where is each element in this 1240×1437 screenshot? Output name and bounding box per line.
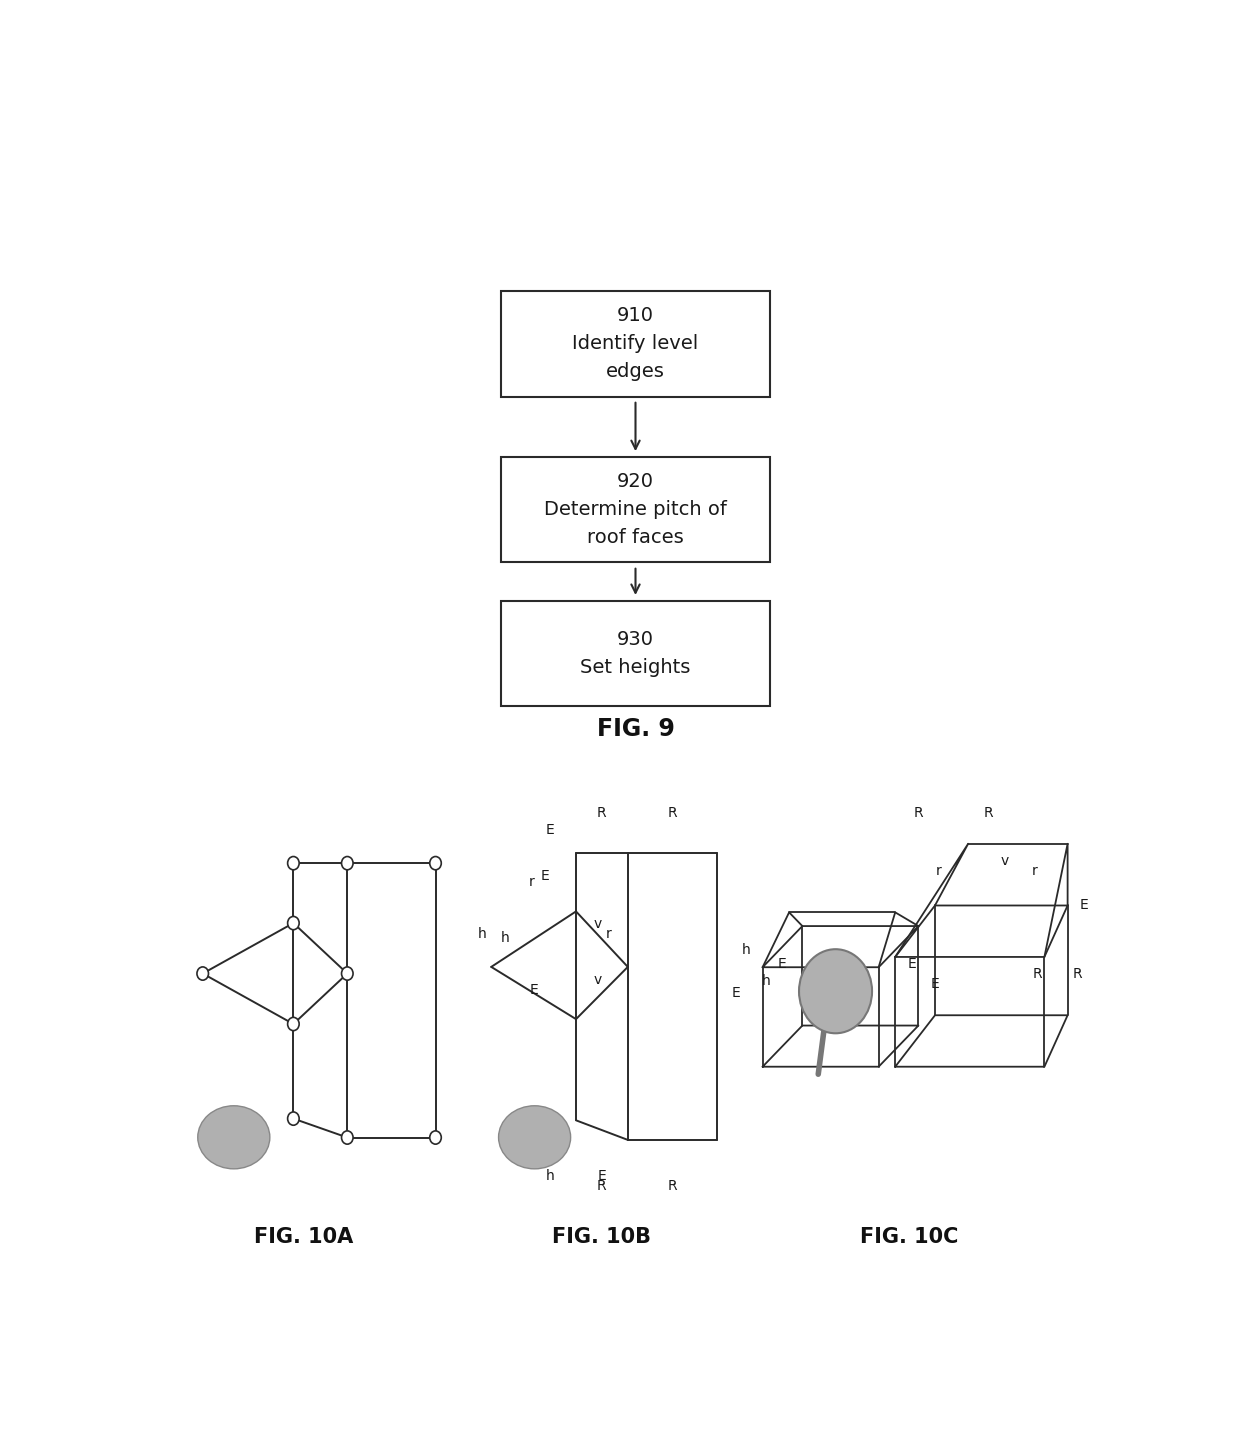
Text: R: R [667,806,677,821]
Text: r: r [935,864,941,878]
Text: R: R [1073,967,1083,981]
Text: E: E [598,1168,606,1183]
Text: E: E [529,983,538,997]
Text: E: E [732,986,740,1000]
Text: R: R [1033,967,1043,981]
Text: 930
Set heights: 930 Set heights [580,631,691,677]
Circle shape [288,856,299,869]
Circle shape [197,967,208,980]
Text: v: v [593,973,601,987]
Text: FIG. 10B: FIG. 10B [552,1227,651,1247]
Text: h: h [501,931,510,944]
Text: h: h [761,974,770,989]
Circle shape [288,1017,299,1030]
Text: R: R [667,1178,677,1193]
Text: R: R [598,1178,606,1193]
Circle shape [288,1112,299,1125]
Bar [501,292,770,397]
Text: r: r [606,927,611,941]
Text: E: E [541,868,549,882]
Text: R: R [598,806,606,821]
Text: FIG. 10C: FIG. 10C [861,1227,959,1247]
Ellipse shape [197,1105,270,1168]
Circle shape [288,917,299,930]
Text: R: R [983,806,993,821]
Circle shape [430,856,441,869]
Text: r: r [1032,864,1038,878]
Text: E: E [779,957,787,971]
Ellipse shape [498,1105,570,1168]
Bar [501,601,770,707]
Text: h: h [477,927,486,941]
Text: E: E [1080,898,1089,912]
Text: 910
Identify level
edges: 910 Identify level edges [573,306,698,381]
Text: h: h [742,943,750,957]
Text: E: E [546,823,554,836]
Text: 920
Determine pitch of
roof faces: 920 Determine pitch of roof faces [544,473,727,547]
Text: v: v [593,917,601,931]
Circle shape [341,967,353,980]
Circle shape [799,950,872,1033]
Bar [501,457,770,562]
Text: FIG. 10A: FIG. 10A [254,1227,353,1247]
Text: v: v [1001,854,1009,868]
Circle shape [341,856,353,869]
Text: R: R [914,806,924,821]
Circle shape [430,1131,441,1144]
Circle shape [341,1131,353,1144]
Text: E: E [908,957,916,971]
Text: FIG. 9: FIG. 9 [596,717,675,741]
Text: h: h [546,1168,554,1183]
Text: r: r [528,875,534,890]
Text: E: E [931,977,940,992]
